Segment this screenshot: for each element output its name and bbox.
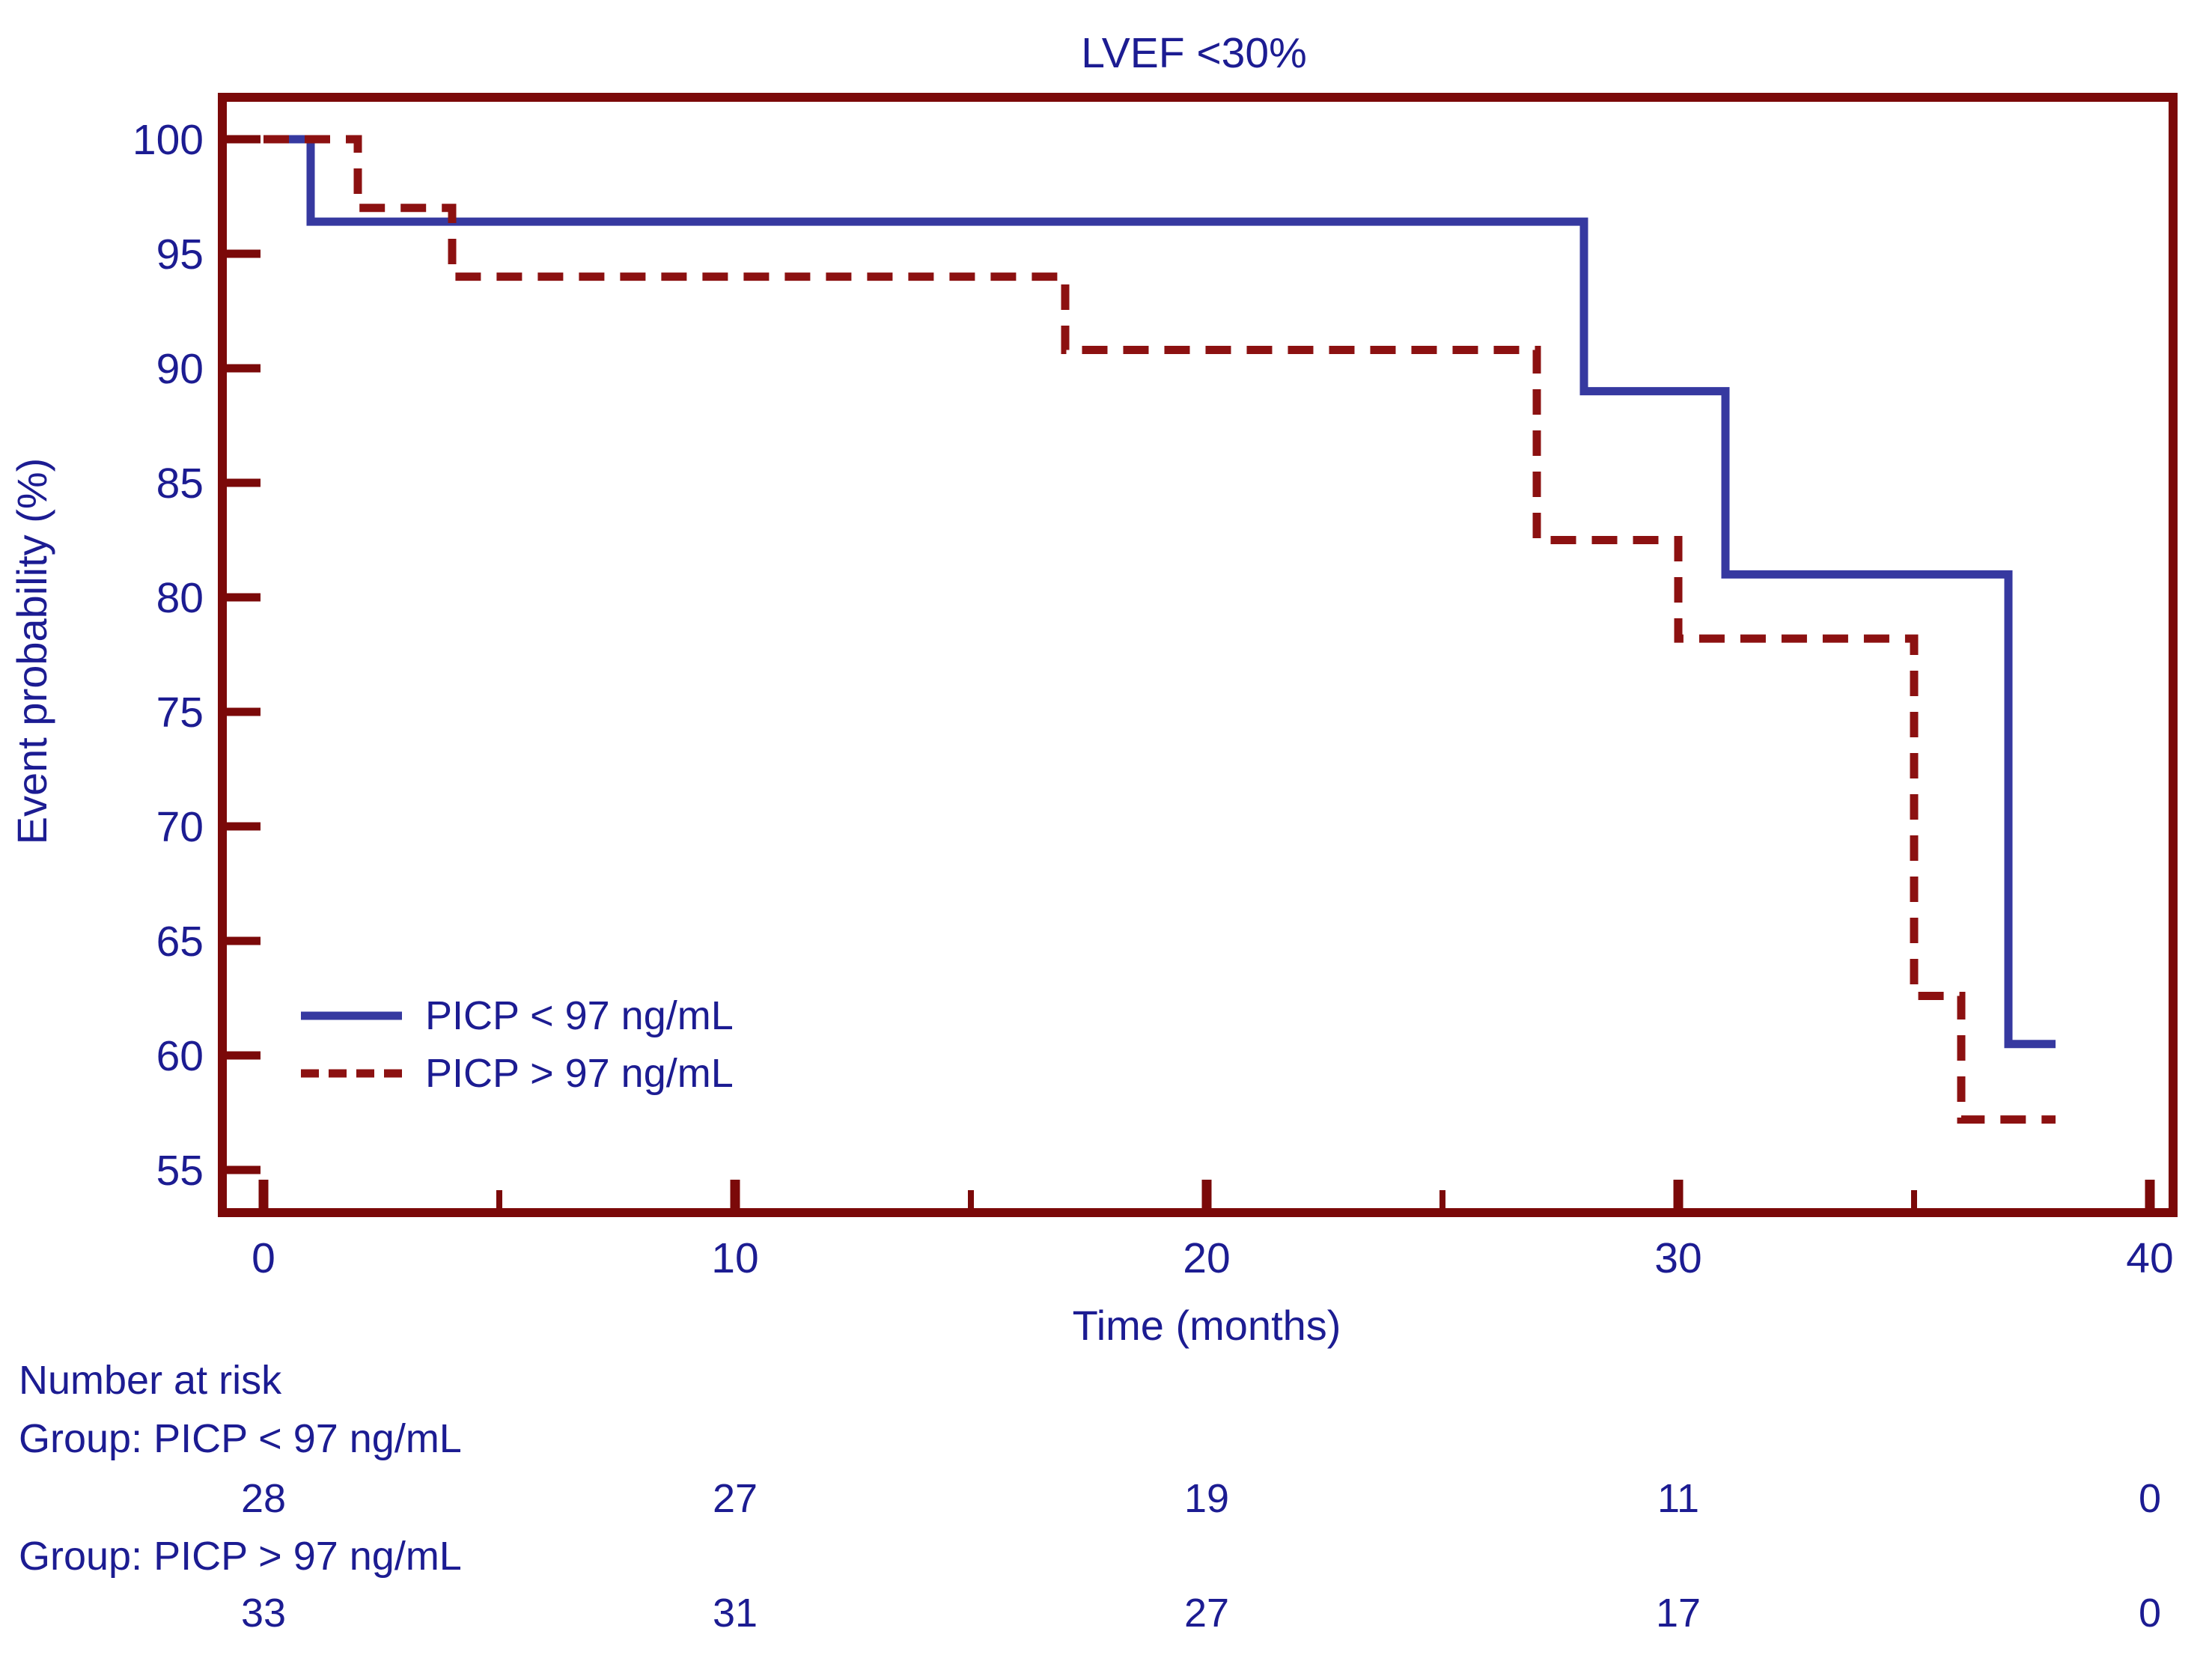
- x-tick-label: 10: [711, 1234, 758, 1282]
- legend-label-picp-low: PICP < 97 ng/mL: [425, 993, 734, 1038]
- y-tick-label: 90: [156, 345, 204, 393]
- x-tick-label: 30: [1654, 1234, 1701, 1282]
- at-risk-counts-row-high: 33 31 27 17 0: [241, 1591, 2161, 1636]
- number-at-risk-table: Number at risk Group: PICP < 97 ng/mL 28…: [19, 1358, 2161, 1636]
- y-tick-label: 85: [156, 460, 204, 508]
- at-risk-count: 0: [2139, 1591, 2161, 1636]
- chart-title: LVEF <30%: [1081, 29, 1307, 77]
- at-risk-count: 31: [713, 1591, 758, 1636]
- km-curve-picp-low: [263, 135, 2056, 1049]
- at-risk-counts-row-low: 28 27 19 11 0: [241, 1476, 2161, 1521]
- x-axis-ticks: 0 10 20 30 40: [252, 1180, 2174, 1282]
- number-at-risk-heading: Number at risk: [19, 1358, 282, 1403]
- x-tick-label: 0: [252, 1234, 275, 1282]
- at-risk-count: 33: [241, 1591, 286, 1636]
- x-tick-label: 40: [2126, 1234, 2173, 1282]
- x-axis-label: Time (months): [1073, 1302, 1341, 1349]
- y-tick-label: 95: [156, 231, 204, 278]
- at-risk-count: 11: [1657, 1476, 1699, 1521]
- at-risk-count: 19: [1184, 1476, 1229, 1521]
- y-axis-label: Event probability (%): [8, 458, 55, 845]
- at-risk-count: 17: [1656, 1591, 1701, 1636]
- y-tick-label: 65: [156, 918, 204, 966]
- legend: PICP < 97 ng/mL PICP > 97 ng/mL: [301, 993, 734, 1096]
- y-tick-label: 55: [156, 1147, 204, 1195]
- at-risk-count: 0: [2139, 1476, 2161, 1521]
- at-risk-count: 28: [241, 1476, 286, 1521]
- km-curves: [263, 135, 2056, 1124]
- at-risk-group-high-label: Group: PICP > 97 ng/mL: [19, 1534, 462, 1579]
- y-tick-label: 100: [132, 116, 204, 164]
- y-axis-ticks: 100 95 90 85 80 75 70 65 60 55: [132, 116, 260, 1195]
- x-tick-label: 20: [1183, 1234, 1230, 1282]
- at-risk-group-low-label: Group: PICP < 97 ng/mL: [19, 1416, 462, 1461]
- plot-frame: [218, 93, 2178, 1217]
- at-risk-count: 27: [713, 1476, 758, 1521]
- y-tick-label: 75: [156, 689, 204, 737]
- km-curve-picp-high: [263, 135, 2056, 1124]
- y-tick-label: 60: [156, 1032, 204, 1080]
- at-risk-count: 27: [1184, 1591, 1229, 1636]
- y-tick-label: 80: [156, 574, 204, 622]
- legend-label-picp-high: PICP > 97 ng/mL: [425, 1051, 734, 1096]
- y-tick-label: 70: [156, 803, 204, 851]
